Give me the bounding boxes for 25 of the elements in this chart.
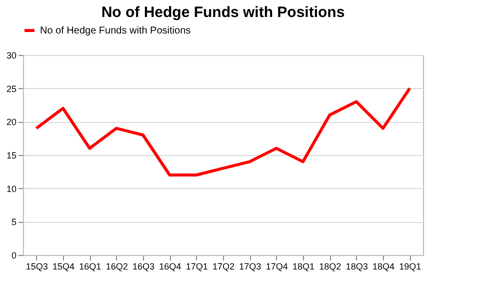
x-tick-label: 15Q4 [52, 262, 75, 272]
y-tick-label: 0 [11, 250, 16, 260]
chart-title: No of Hedge Funds with Positions [101, 4, 345, 21]
y-tick-label: 20 [6, 117, 16, 128]
x-tick-label: 16Q1 [79, 262, 102, 272]
x-tick-label: 19Q1 [399, 262, 422, 272]
x-tick-label: 18Q1 [292, 262, 315, 272]
x-tick-label: 18Q3 [346, 262, 368, 272]
x-tick-label: 17Q2 [212, 262, 235, 272]
y-tick-label: 30 [6, 50, 16, 60]
line-series [34, 86, 412, 176]
x-tick-label: 16Q4 [159, 262, 182, 272]
x-tick-label: 15Q3 [26, 262, 48, 272]
x-tick-label: 18Q2 [319, 262, 342, 272]
y-tick-label: 5 [11, 217, 16, 228]
x-tick-label: 18Q4 [372, 262, 395, 272]
x-tick-label: 16Q2 [106, 262, 128, 272]
x-tick-label: 16Q3 [132, 262, 155, 272]
x-tick-label: 17Q4 [266, 262, 288, 272]
x-tick-label: 17Q1 [186, 262, 208, 272]
x-tick-label: 17Q3 [239, 262, 262, 272]
legend-label: No of Hedge Funds with Positions [40, 26, 191, 36]
y-tick-label: 15 [6, 150, 16, 160]
y-tick-label: 25 [6, 84, 16, 94]
y-tick-label: 10 [6, 184, 16, 194]
